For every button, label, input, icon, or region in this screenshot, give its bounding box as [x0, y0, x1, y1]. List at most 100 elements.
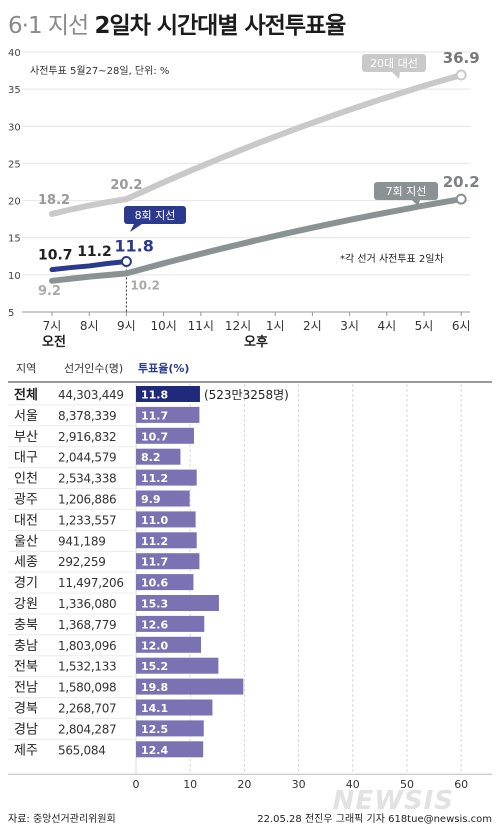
series-name-label: 7회 지선 [386, 185, 427, 198]
turnout-bar [136, 741, 204, 758]
pm-label: 오후 [244, 334, 268, 350]
row-voters: 44,303,449 [58, 388, 124, 402]
turnout-bar [136, 532, 197, 549]
row-region: 전북 [14, 660, 38, 675]
row-region: 서울 [14, 409, 38, 424]
series-name-tag-pointer [392, 72, 400, 79]
x-tick-label: 30 [292, 778, 306, 791]
x-tick-label: 0 [133, 778, 140, 791]
series-end-point [455, 193, 467, 205]
line-chart-subtitle: 사전투표 5월27~28일, 단위: % [30, 64, 169, 77]
x-tick-label: 11시 [188, 319, 214, 333]
row-voters: 941,189 [58, 534, 106, 548]
row-region: 경기 [14, 576, 38, 591]
row-voters: 292,259 [58, 555, 106, 569]
series-line-2 [49, 196, 465, 284]
row-region: 경남 [14, 722, 38, 737]
row-region: 대전 [14, 513, 38, 528]
x-tick-label: 40 [346, 778, 360, 791]
turnout-value-label: 12.0 [141, 639, 168, 652]
turnout-value-label: 15.2 [141, 660, 168, 673]
row-region: 제주 [14, 743, 38, 758]
turnout-value-label: 15.3 [141, 598, 168, 611]
series-name-tag [374, 182, 438, 200]
series-data-label: 11.2 [77, 244, 112, 260]
turnout-value-label: 12.5 [141, 723, 168, 736]
line-chart-note: *각 선거 사전투표 2일차 [340, 253, 444, 265]
y-tick-label: 30 [8, 122, 21, 133]
row-voters: 1,233,557 [58, 513, 116, 527]
row-region: 울산 [14, 534, 38, 549]
series-data-label: 11.8 [114, 236, 153, 255]
y-tick-label: 10 [8, 271, 21, 282]
row-region: 대구 [14, 451, 38, 466]
series-name-tag [124, 206, 186, 224]
x-tick-label: 20 [237, 778, 251, 791]
turnout-bar [136, 574, 194, 591]
row-voters: 8,378,339 [58, 409, 116, 423]
turnout-bar [136, 699, 213, 716]
turnout-bar [136, 448, 181, 465]
row-voters: 2,916,832 [58, 430, 116, 444]
y-tick-label: 35 [8, 85, 21, 96]
turnout-value-label: 8.2 [141, 451, 161, 464]
series-data-label: 18.2 [38, 193, 70, 208]
turnout-bar [136, 511, 196, 528]
x-tick-label: 10시 [150, 319, 176, 333]
x-tick-label: 5시 [415, 319, 434, 333]
row-region: 세종 [14, 555, 38, 570]
row-voters: 1,368,779 [58, 618, 116, 632]
row-region: 전남 [14, 681, 38, 696]
x-tick-label: 50 [400, 778, 414, 791]
y-tick-label: 20 [8, 197, 21, 208]
series-data-label: 20.2 [110, 178, 142, 193]
series-name-label: 20대 대선 [370, 57, 418, 70]
turnout-bar [136, 469, 197, 486]
row-voters: 1,803,096 [58, 639, 116, 653]
turnout-bar [136, 406, 200, 423]
x-tick-label: 1시 [266, 319, 285, 333]
turnout-value-label: 11.2 [141, 535, 168, 548]
turnout-value-label: 10.6 [141, 577, 168, 590]
turnout-value-label: 11.2 [141, 472, 168, 485]
series-name-label: 8회 지선 [135, 209, 176, 222]
turnout-bar [136, 427, 194, 444]
row-region: 부산 [14, 430, 38, 445]
title-election: 6·1 지선 [8, 13, 89, 39]
row-voters: 2,534,338 [58, 472, 116, 486]
series-data-label: 36.9 [443, 49, 480, 67]
row-voters: 2,804,287 [58, 722, 116, 736]
x-tick-label: 2시 [303, 319, 322, 333]
row-region: 경북 [14, 702, 38, 717]
turnout-value-label: 12.6 [141, 618, 168, 631]
series-line-3 [49, 258, 129, 273]
x-tick-label: 6시 [452, 319, 471, 333]
row-region: 강원 [14, 597, 38, 612]
turnout-bar [136, 636, 202, 653]
series-data-label: 10.2 [130, 278, 160, 292]
series-end-point [120, 255, 132, 267]
y-tick-label: 25 [8, 159, 21, 170]
turnout-value-label: 11.7 [141, 556, 168, 569]
page-title: 6·1 지선 2일차 시간대별 사전투표율 [8, 6, 346, 40]
row-voters: 1,336,080 [58, 597, 116, 611]
total-count-annotation: (523만3258명) [204, 388, 289, 402]
row-region: 전체 [14, 387, 38, 403]
x-tick-label: 7시 [43, 319, 62, 333]
x-tick-label: 8시 [80, 319, 99, 333]
turnout-value-label: 12.4 [141, 744, 168, 757]
turnout-bar [136, 720, 204, 737]
source-note: 자료: 중앙선거관리위원회 [8, 814, 116, 825]
row-region: 인천 [14, 472, 38, 487]
row-region: 광주 [14, 493, 38, 508]
x-tick-label: 12시 [225, 319, 251, 333]
turnout-value-label: 11.7 [141, 409, 168, 422]
series-name-tag [362, 54, 426, 72]
turnout-value-label: 14.1 [141, 702, 168, 715]
x-tick-label: 60 [454, 778, 468, 791]
am-label: 오전 [42, 334, 66, 350]
row-voters: 1,532,133 [58, 660, 116, 674]
turnout-value-label: 11.0 [141, 514, 168, 527]
regional-turnout-bar-chart: 지역 선거인수(명) 투표율(%) 0 10 20 30 40 50 60 전체 44,303,449… [8, 362, 492, 791]
turnout-bar [136, 615, 205, 632]
